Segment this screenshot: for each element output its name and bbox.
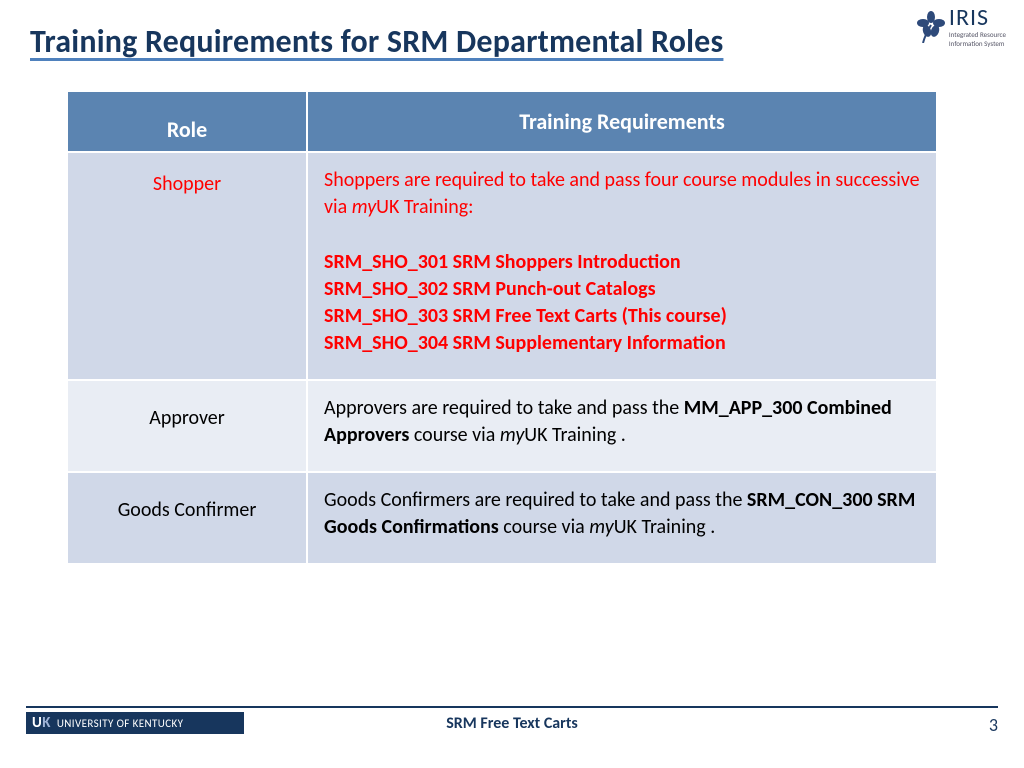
logo-sub1: Integrated Resource [949,31,1006,39]
footer-title: SRM Free Text Carts [0,714,1024,733]
table-body: Shopper Shoppers are required to take and… [67,152,937,564]
course-item: SRM_SHO_304 SRM Supplementary Informatio… [324,330,920,357]
course-item: SRM_SHO_303 SRM Free Text Carts (This co… [324,303,920,330]
footer: UK UNIVERSITY OF KENTUCKY SRM Free Text … [0,706,1024,768]
logo-main: IRIS [949,6,1006,30]
table-row: Approver Approvers are required to take a… [67,380,937,472]
course-list: SRM_SHO_301 SRM Shoppers IntroductionSRM… [324,249,920,357]
iris-logo-text: IRIS Integrated Resource Information Sys… [949,6,1006,47]
footer-divider [26,706,998,708]
role-cell: Shopper [67,152,307,380]
table-row: Shopper Shoppers are required to take and… [67,152,937,380]
role-cell: Goods Confirmer [67,472,307,564]
training-table: Role Training Requirements ShopperShoppe… [66,90,938,565]
logo-sub2: Information System [949,40,1006,48]
requirements-cell: Approvers are required to take and pass … [307,380,937,472]
th-req: Training Requirements [307,91,937,152]
table-header-row: Role Training Requirements [67,91,937,152]
slide: Training Requirements for SRM Department… [0,0,1024,768]
intro-text: Goods Confirmers are required to take an… [324,487,920,541]
table-row: Goods Confirmer Goods Confirmers are requ… [67,472,937,564]
requirements-cell: Shoppers are required to take and pass f… [307,152,937,380]
th-role: Role [67,91,307,152]
page-title: Training Requirements for SRM Department… [30,22,723,61]
iris-logo-icon [917,11,945,43]
role-cell: Approver [67,380,307,472]
intro-text: Approvers are required to take and pass … [324,395,920,449]
page-number: 3 [989,714,998,736]
iris-logo: IRIS Integrated Resource Information Sys… [917,6,1006,47]
course-item: SRM_SHO_302 SRM Punch-out Catalogs [324,276,920,303]
course-item: SRM_SHO_301 SRM Shoppers Introduction [324,249,920,276]
intro-text: Shoppers are required to take and pass f… [324,167,920,221]
requirements-cell: Goods Confirmers are required to take an… [307,472,937,564]
